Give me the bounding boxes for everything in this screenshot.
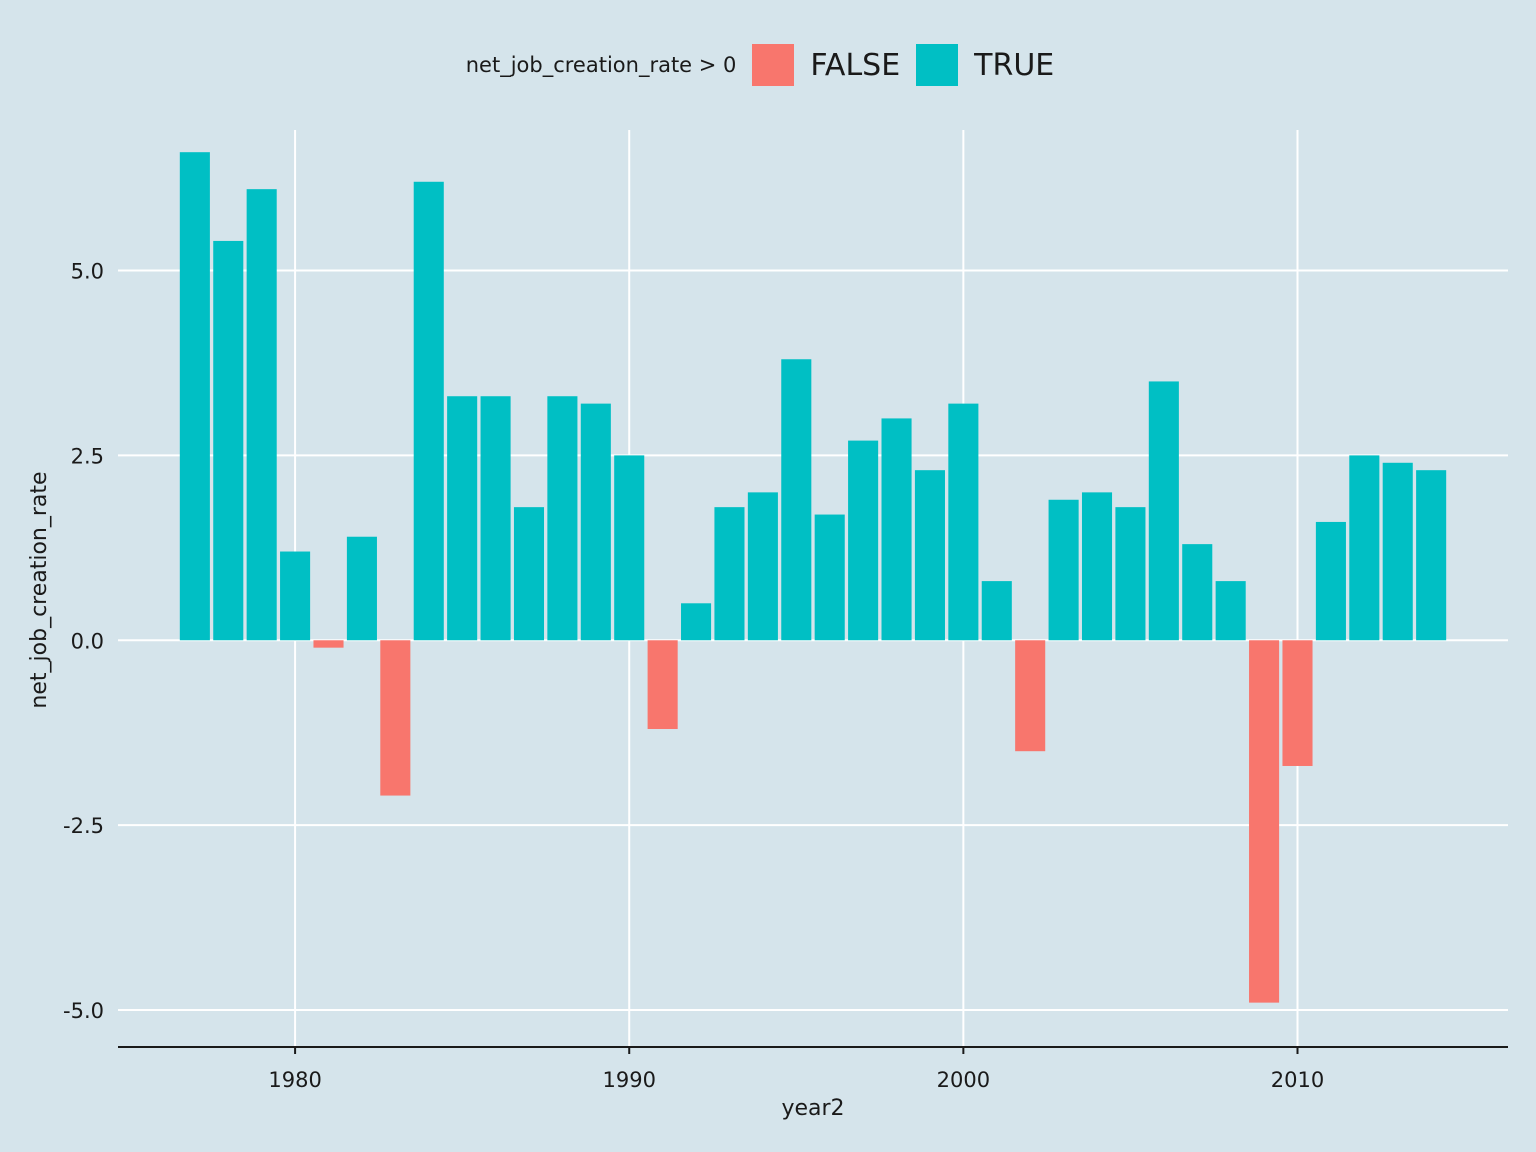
x-axis-label: year2 [781, 1096, 844, 1121]
bar-2012 [1349, 455, 1380, 641]
bar-1984 [413, 181, 444, 641]
bars [179, 152, 1447, 1003]
bar-1985 [447, 396, 478, 641]
bar-1995 [781, 359, 812, 641]
y-axis-label: net_job_creation_rate [27, 471, 52, 708]
bar-1977 [179, 152, 210, 641]
legend: net_job_creation_rate > 0 FALSE TRUE [0, 44, 1536, 86]
legend-label-false: FALSE [810, 47, 901, 83]
bar-1982 [346, 536, 377, 641]
bar-1990 [614, 455, 645, 641]
bar-2002 [1015, 640, 1046, 752]
bar-1978 [213, 240, 244, 641]
bar-2006 [1148, 381, 1179, 641]
bar-1983 [380, 640, 411, 796]
bar-2013 [1382, 462, 1413, 641]
bar-1993 [714, 507, 745, 641]
bar-1979 [246, 189, 277, 641]
bar-2000 [948, 403, 979, 641]
legend-item-true: TRUE [916, 44, 1054, 86]
bar-2001 [981, 581, 1012, 641]
bar-1980 [280, 551, 311, 641]
legend-item-false: FALSE [752, 44, 900, 86]
y-tick-label: 5.0 [71, 260, 104, 284]
legend-label-true: TRUE [974, 47, 1055, 83]
y-tick-label: -5.0 [63, 999, 104, 1023]
y-tick-label: 2.5 [71, 444, 104, 468]
y-tick-label: 0.0 [71, 629, 104, 653]
bar-1992 [681, 603, 712, 641]
x-axis-ticks: 1980 1990 2000 2010 [268, 1047, 1324, 1092]
bar-2007 [1182, 544, 1213, 641]
y-tick-label: -2.5 [63, 814, 104, 838]
bar-2011 [1315, 521, 1346, 641]
bar-1991 [647, 640, 678, 730]
bar-1997 [848, 440, 879, 641]
bar-1987 [513, 507, 545, 641]
x-tick-label: 1990 [602, 1068, 655, 1092]
x-tick-label: 2010 [1271, 1068, 1324, 1092]
legend-swatch-false [752, 44, 795, 86]
x-tick-label: 2000 [937, 1068, 990, 1092]
y-axis-ticks: 5.0 2.5 0.0 -2.5 -5.0 [63, 260, 104, 1024]
bar-2004 [1081, 492, 1113, 641]
bar-1999 [914, 470, 945, 641]
gridlines [118, 130, 1508, 1047]
bar-2014 [1416, 470, 1447, 641]
bar-1988 [547, 396, 578, 641]
bar-1986 [480, 396, 511, 641]
bar-1989 [580, 403, 611, 641]
bar-1994 [747, 492, 778, 641]
legend-title: net_job_creation_rate > 0 [465, 53, 737, 77]
bar-1981 [313, 640, 344, 648]
bar-1998 [881, 418, 912, 641]
bar-1996 [814, 514, 845, 641]
legend-swatch-true [916, 44, 959, 86]
bar-2009 [1249, 640, 1280, 1003]
bar-2008 [1215, 581, 1246, 641]
x-tick-label: 1980 [268, 1068, 321, 1092]
bar-2010 [1282, 640, 1313, 766]
bar-2003 [1048, 499, 1079, 641]
bar-2005 [1115, 507, 1146, 641]
